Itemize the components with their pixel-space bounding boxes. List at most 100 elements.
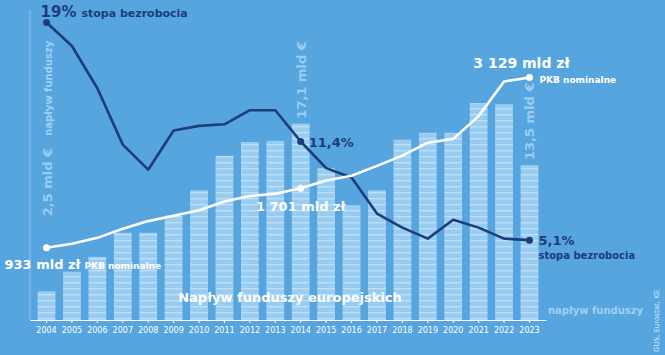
- x-tick-label: 2014: [291, 326, 311, 335]
- point: [297, 138, 304, 145]
- bars-layer: [38, 103, 539, 320]
- x-tick-label: 2020: [443, 326, 463, 335]
- x-tick: 2010: [189, 320, 209, 335]
- x-tick-mark: [199, 320, 200, 323]
- y-range-line: [30, 10, 31, 320]
- x-tick-label: 2012: [240, 326, 260, 335]
- x-tick-label: 2011: [214, 326, 234, 335]
- x-tick-mark: [173, 320, 174, 323]
- x-tick: 2013: [265, 320, 285, 335]
- labels-layer: 2,5 mld € napływ funduszy 17,1 mld € 13,5 m…: [5, 3, 661, 352]
- x-axis-line: [31, 320, 547, 321]
- x-tick-label: 2013: [265, 326, 285, 335]
- series-name: PKB nominalne: [84, 261, 161, 271]
- x-tick-mark: [478, 320, 479, 323]
- series-name: stopa bezrobocia: [538, 250, 635, 261]
- x-tick: 2012: [240, 320, 260, 335]
- x-tick-label: 2019: [418, 326, 438, 335]
- x-tick-label: 2004: [36, 326, 56, 335]
- x-tick: 2023: [519, 320, 539, 335]
- x-tick: 2016: [341, 320, 361, 335]
- point: [297, 185, 304, 192]
- x-tick-mark: [71, 320, 72, 323]
- x-tick-label: 2021: [468, 326, 488, 335]
- bar: [521, 165, 539, 320]
- x-tick: 2005: [62, 320, 82, 335]
- x-tick-mark: [402, 320, 403, 323]
- x-tick-mark: [122, 320, 123, 323]
- x-tick-label: 2016: [341, 326, 361, 335]
- x-tick: 2009: [163, 320, 183, 335]
- point: [43, 244, 50, 251]
- x-tick: 2015: [316, 320, 336, 335]
- x-tick-mark: [529, 320, 530, 323]
- series-name: napływ funduszy: [548, 305, 644, 316]
- x-tick: 2004: [36, 320, 56, 335]
- x-tick-label: 2018: [392, 326, 412, 335]
- point-value-label: 11,4%: [309, 135, 354, 150]
- line: [47, 78, 530, 248]
- x-tick-label: 2010: [189, 326, 209, 335]
- x-tick-label: 2015: [316, 326, 336, 335]
- x-tick-mark: [46, 320, 47, 323]
- point: [526, 74, 533, 81]
- bar-value-label: 17,1 mld €: [294, 41, 309, 118]
- bar-value-label: 2,5 mld €: [40, 148, 55, 216]
- x-tick: 2011: [214, 320, 234, 335]
- lines-layer: [43, 19, 533, 251]
- series-name: napływ funduszy: [43, 40, 54, 136]
- x-tick: 2014: [291, 320, 311, 335]
- chart-title: Napływ funduszy europejskich: [178, 290, 402, 305]
- x-tick-label: 2007: [113, 326, 133, 335]
- bar-value-label: 13,5 mld €: [522, 83, 537, 160]
- x-tick-mark: [376, 320, 377, 323]
- background: [0, 0, 665, 355]
- x-tick: 2017: [367, 320, 387, 335]
- line: [47, 23, 530, 241]
- x-tick: 2022: [494, 320, 514, 335]
- x-tick-mark: [224, 320, 225, 323]
- x-tick: 2007: [113, 320, 133, 335]
- bar: [419, 133, 437, 320]
- x-tick-mark: [326, 320, 327, 323]
- x-tick-label: 2005: [62, 326, 82, 335]
- point: [526, 237, 533, 244]
- x-tick: 2008: [138, 320, 158, 335]
- bar: [495, 104, 513, 320]
- chart-container: 2,5 mld € napływ funduszy 17,1 mld € 13,5 m…: [0, 0, 665, 355]
- x-tick: 2020: [443, 320, 463, 335]
- x-tick-mark: [148, 320, 149, 323]
- x-tick-mark: [351, 320, 352, 323]
- x-tick: 2006: [87, 320, 107, 335]
- x-tick-mark: [427, 320, 428, 323]
- x-tick-label: 2022: [494, 326, 514, 335]
- x-tick-mark: [504, 320, 505, 323]
- x-tick-label: 2008: [138, 326, 158, 335]
- x-tick-label: 2006: [87, 326, 107, 335]
- x-tick: 2018: [392, 320, 412, 335]
- point-value-label: 19%: [41, 3, 77, 21]
- x-tick-label: 2023: [519, 326, 539, 335]
- bar: [139, 233, 157, 320]
- bar: [38, 291, 56, 320]
- series-name: PKB nominalne: [539, 75, 616, 85]
- x-tick-mark: [275, 320, 276, 323]
- source-note: GUS, Eurostat, KE: [653, 290, 661, 352]
- x-tick-label: 2009: [163, 326, 183, 335]
- chart-svg: 2,5 mld € napływ funduszy 17,1 mld € 13,5 m…: [0, 0, 665, 355]
- point-value-label: 5,1%: [538, 233, 574, 248]
- bar: [63, 272, 81, 320]
- x-axis: 2004 2005 2006 2007 2008 2009 2010 2011 2012 2013…: [31, 320, 547, 335]
- x-tick-mark: [453, 320, 454, 323]
- x-tick-mark: [249, 320, 250, 323]
- x-tick-label: 2017: [367, 326, 387, 335]
- point-value-label: 1 701 mld zł: [256, 199, 347, 214]
- series-name: stopa bezrobocia: [81, 7, 187, 20]
- bar: [114, 233, 132, 320]
- x-tick: 2021: [468, 320, 488, 335]
- point-value-label: 933 mld zł: [5, 257, 82, 272]
- bar: [444, 133, 462, 320]
- x-tick-mark: [97, 320, 98, 323]
- x-tick-mark: [300, 320, 301, 323]
- point-value-label: 3 129 mld zł: [473, 55, 570, 71]
